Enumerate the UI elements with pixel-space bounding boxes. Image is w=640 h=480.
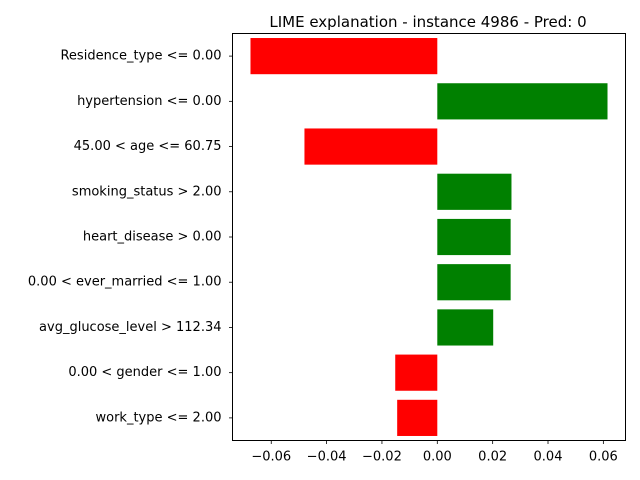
x-tick-label: −0.02: [362, 450, 402, 465]
x-tick-label: −0.04: [307, 450, 347, 465]
y-tick-label: Residence_type <= 0.00: [60, 49, 221, 64]
bar-2: [304, 128, 438, 165]
y-tick-label: avg_glucose_level > 112.34: [39, 320, 221, 335]
plot-frame: [232, 33, 626, 441]
bar-7: [395, 354, 438, 391]
x-tick-label: 0.02: [478, 450, 507, 465]
bar-4: [437, 218, 511, 256]
chart-title: LIME explanation - instance 4986 - Pred:…: [269, 13, 586, 31]
y-tick-label: hypertension <= 0.00: [77, 94, 221, 109]
y-tick-label: heart_disease > 0.00: [83, 230, 222, 245]
x-tick-label: 0.00: [423, 450, 452, 465]
y-tick-label: smoking_status > 2.00: [72, 184, 222, 199]
x-tick-label: 0.06: [589, 450, 618, 465]
x-ticks: −0.06 −0.04 −0.02 0.00 0.02 0.04 0.06: [251, 440, 618, 465]
y-tick-label: 0.00 < ever_married <= 1.00: [28, 275, 222, 290]
bar-8: [397, 399, 438, 436]
x-tick-label: 0.04: [534, 450, 563, 465]
y-tick-label: 45.00 < age <= 60.75: [74, 139, 222, 154]
bars-group: [250, 38, 608, 436]
y-tick-labels: Residence_type <= 0.00 hypertension <= 0.…: [28, 49, 233, 425]
x-tick-label: −0.06: [251, 450, 291, 465]
bar-5: [437, 264, 511, 301]
bar-1: [437, 83, 608, 120]
bar-6: [437, 309, 494, 346]
bar-0: [250, 38, 438, 75]
y-tick-label: 0.00 < gender <= 1.00: [68, 365, 221, 380]
y-tick-label: work_type <= 2.00: [96, 410, 222, 425]
bar-3: [437, 173, 512, 210]
